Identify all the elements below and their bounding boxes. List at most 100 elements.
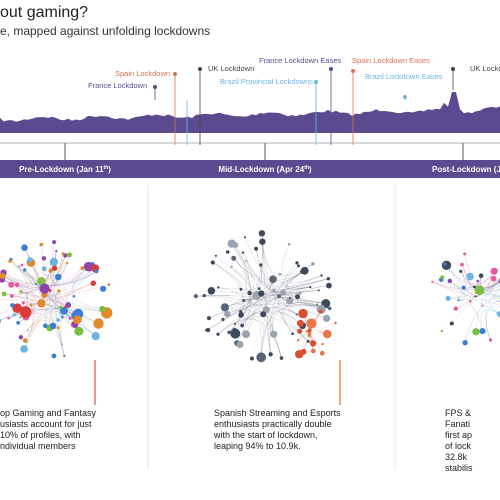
network-node — [205, 327, 211, 333]
network-edge — [72, 268, 96, 337]
network-node — [249, 356, 254, 361]
network-node — [326, 282, 332, 289]
network-edge — [20, 291, 73, 327]
network-node — [220, 303, 229, 312]
network-edge — [25, 244, 44, 341]
network-node — [259, 263, 263, 267]
note-text: ndividual members — [0, 441, 76, 451]
network-node — [479, 328, 486, 335]
network-node — [298, 308, 308, 319]
network-edge — [233, 258, 326, 304]
network-edge — [463, 253, 470, 291]
network-edge — [231, 243, 252, 326]
network-node — [60, 343, 64, 346]
network-node — [93, 318, 104, 329]
network-node — [19, 290, 23, 294]
network-edge — [272, 304, 330, 335]
network-edge — [11, 284, 73, 327]
network-edge — [292, 290, 322, 310]
network-edge — [277, 297, 293, 334]
network-edge — [490, 306, 500, 315]
network-node — [327, 306, 332, 311]
network-node — [242, 330, 250, 339]
note-text: op Gaming and Fantasy — [0, 408, 97, 418]
network-node — [233, 322, 236, 325]
network-edge — [480, 284, 500, 306]
network-node — [239, 287, 243, 291]
network-edge — [485, 289, 500, 341]
network-edge — [208, 303, 330, 319]
network-edge — [206, 299, 290, 331]
network-edge — [479, 275, 500, 289]
network-node — [227, 239, 236, 248]
marker-dot — [314, 80, 318, 84]
network-node — [296, 339, 300, 342]
network-node — [206, 316, 211, 321]
network-edge — [488, 271, 500, 299]
network-edge — [207, 299, 250, 331]
network-node — [73, 315, 82, 325]
network-edge — [228, 318, 262, 358]
network-edge — [291, 301, 326, 327]
network-node — [0, 318, 1, 324]
network-edge — [2, 275, 40, 291]
network-node — [295, 350, 304, 359]
network-node — [12, 313, 16, 317]
network-node — [262, 306, 270, 314]
network-node — [268, 352, 273, 357]
network-edge — [243, 290, 319, 301]
network-node — [269, 275, 277, 284]
network-node — [224, 310, 231, 318]
network-node — [272, 289, 276, 293]
note-text: Fanati — [445, 419, 470, 429]
network-edge — [449, 280, 466, 301]
network-edge — [272, 304, 330, 335]
network-node — [55, 273, 62, 281]
network-node — [193, 294, 198, 299]
network-edge — [25, 311, 76, 341]
marker-dot — [173, 72, 177, 76]
network-edge — [57, 315, 75, 345]
activity-area — [0, 92, 500, 133]
network-node — [287, 243, 291, 246]
network-node — [453, 306, 458, 311]
network-edge — [446, 265, 494, 287]
network-node — [94, 269, 99, 274]
network-edge — [446, 265, 465, 301]
network-edge — [444, 263, 461, 299]
network-node — [210, 260, 215, 265]
network-edge — [449, 280, 500, 306]
network-node — [19, 306, 32, 319]
network-edge — [212, 262, 241, 290]
network-edge — [242, 252, 297, 315]
network-node — [26, 329, 29, 332]
network-node — [245, 259, 247, 262]
network-edge — [245, 260, 284, 294]
network-node — [297, 264, 300, 268]
network-edge — [441, 278, 494, 332]
network-node — [64, 305, 68, 309]
network-node — [311, 262, 315, 266]
note-text: with the start of lockdown, — [213, 430, 318, 440]
network-edge — [72, 266, 103, 310]
network-edge — [222, 275, 322, 320]
network-node — [99, 305, 106, 313]
network-edge — [20, 291, 63, 345]
network-node — [8, 259, 12, 263]
network-edge — [0, 259, 28, 321]
network-node — [334, 321, 337, 325]
network-node — [460, 262, 464, 267]
network-edge — [224, 301, 322, 310]
network-edge — [55, 263, 68, 287]
network-edge — [217, 318, 282, 359]
network-edge — [54, 290, 63, 345]
network-node — [39, 242, 44, 247]
network-edge — [486, 299, 500, 341]
network-edge — [224, 243, 247, 308]
network-edge — [260, 275, 322, 358]
network-node — [61, 252, 65, 256]
marker-dot — [153, 85, 157, 89]
network-node — [207, 287, 216, 295]
network-node — [238, 312, 245, 318]
network-edge — [228, 241, 263, 333]
